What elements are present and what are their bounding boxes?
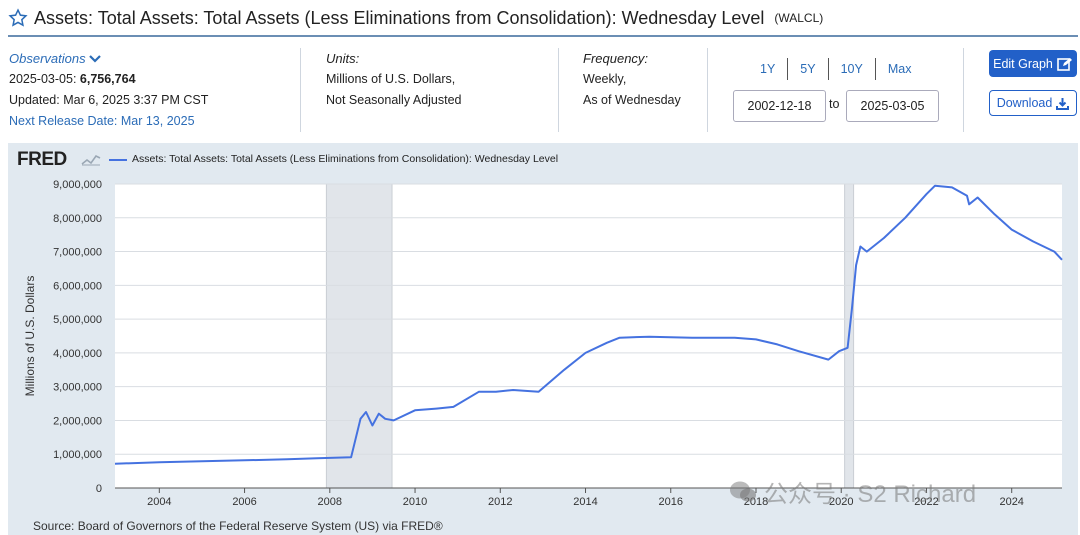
download-button[interactable]: Download [989, 90, 1077, 116]
page-title: Assets: Total Assets: Total Assets (Less… [34, 7, 765, 28]
x-tick-label: 2008 [318, 496, 342, 508]
x-tick-label: 2016 [659, 496, 683, 508]
y-tick-label: 5,000,000 [53, 314, 102, 326]
source-note: Source: Board of Governors of the Federa… [33, 519, 443, 533]
y-tick-label: 7,000,000 [53, 247, 102, 259]
y-tick-label: 2,000,000 [53, 415, 102, 427]
units-line2: Not Seasonally Adjusted [326, 93, 462, 107]
star-icon[interactable] [8, 8, 28, 28]
range-1y-button[interactable]: 1Y [760, 62, 776, 76]
y-tick-label: 8,000,000 [53, 213, 102, 225]
start-date-input[interactable]: 2002-12-18 [733, 90, 826, 122]
frequency-label: Frequency: [583, 51, 649, 66]
x-tick-label: 2014 [573, 496, 597, 508]
range-5y-button[interactable]: 5Y [800, 62, 816, 76]
x-tick-label: 2020 [829, 496, 853, 508]
watermark-text: 公众号 · S2 Richard [764, 481, 977, 508]
units-panel: Units: Millions of U.S. Dollars, Not Sea… [326, 48, 462, 111]
y-tick-label: 1,000,000 [53, 449, 102, 461]
edit-graph-label: Edit Graph [993, 56, 1053, 71]
range-max-button[interactable]: Max [887, 62, 912, 76]
title-divider [8, 35, 1078, 37]
y-tick-label: 6,000,000 [53, 280, 102, 292]
units-label: Units: [326, 51, 360, 66]
fred-logo: FRED [17, 149, 67, 170]
x-tick-label: 2012 [488, 496, 512, 508]
chevron-down-icon [88, 54, 101, 63]
x-tick-label: 2010 [403, 496, 427, 508]
end-date-input[interactable]: 2025-03-05 [846, 90, 939, 122]
series-line [114, 184, 1063, 465]
y-tick-label: 9,000,000 [53, 179, 102, 191]
latest-value: 6,756,764 [79, 72, 136, 86]
x-tick-label: 2006 [232, 496, 256, 508]
observations-panel: Observations 2025-03-05: 6,756,764 Updat… [9, 48, 208, 132]
edit-graph-button[interactable]: Edit Graph [989, 50, 1077, 77]
updated-text: Updated: Mar 6, 2025 3:37 PM CST [9, 93, 209, 107]
frequency-line1: Weekly, [583, 72, 627, 86]
observations-toggle[interactable]: Observations [9, 48, 208, 69]
latest-observation: 2025-03-05: 6,756,764 [9, 69, 208, 90]
recession-band [325, 183, 393, 489]
range-selector: 1Y 5Y 10Y Max [748, 58, 923, 80]
x-tick-label: 2022 [914, 496, 938, 508]
y-tick-label: 0 [96, 483, 102, 495]
divider [963, 48, 964, 132]
plot-area [115, 184, 1062, 488]
divider [707, 48, 708, 132]
x-tick-label: 2024 [999, 496, 1023, 508]
edit-icon [1057, 57, 1072, 71]
y-axis-title: Millions of U.S. Dollars [23, 276, 37, 397]
legend-label: Assets: Total Assets: Total Assets (Less… [132, 153, 559, 165]
observations-label[interactable]: Observations [9, 51, 86, 66]
fred-logo-graph-icon [81, 154, 101, 166]
latest-date: 2025-03-05: [9, 72, 77, 86]
range-divider [874, 58, 876, 80]
watermark: 公众号 · S2 Richard [728, 474, 976, 509]
divider [558, 48, 559, 132]
divider [300, 48, 301, 132]
units-line1: Millions of U.S. Dollars, [326, 72, 456, 86]
range-10y-button[interactable]: 10Y [840, 62, 863, 76]
to-label: to [829, 97, 840, 111]
y-tick-label: 4,000,000 [53, 348, 102, 360]
x-tick-label: 2004 [147, 496, 171, 508]
range-divider [827, 58, 829, 80]
wechat-icon [730, 481, 756, 501]
frequency-line2: As of Wednesday [583, 93, 681, 107]
title-bar: Assets: Total Assets: Total Assets (Less… [8, 6, 823, 30]
series-id: (WALCL) [774, 11, 824, 25]
download-icon [1056, 97, 1070, 110]
y-tick-label: 3,000,000 [53, 382, 102, 394]
download-label: Download [996, 96, 1053, 110]
legend-swatch [109, 159, 127, 161]
frequency-panel: Frequency: Weekly, As of Wednesday [583, 48, 681, 111]
next-release-link[interactable]: Next Release Date: Mar 13, 2025 [9, 114, 195, 128]
range-divider [787, 58, 789, 80]
